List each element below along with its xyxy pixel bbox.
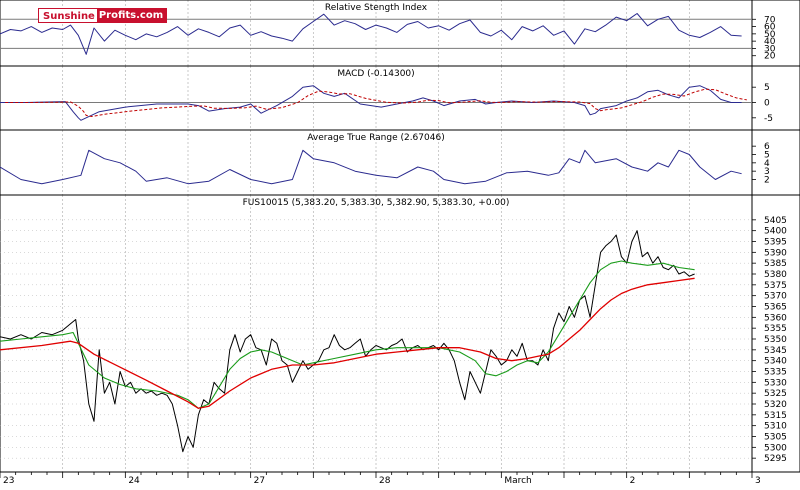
panel-title: Average True Range (2.67046)	[307, 133, 444, 143]
y-tick-label: 5355	[764, 324, 787, 334]
y-tick-label: 2	[764, 176, 770, 186]
y-tick-label: 5350	[764, 335, 787, 345]
y-tick-label: 5340	[764, 357, 787, 367]
y-tick-label: 40	[764, 37, 776, 47]
y-tick-label: 5365	[764, 303, 787, 313]
x-tick-label: March	[504, 476, 531, 486]
y-tick-label: 20	[764, 52, 776, 62]
panel-title: FUS10015 (5,383.20, 5,383.30, 5,382.90, …	[243, 198, 510, 208]
indicator-line-1	[0, 85, 742, 121]
y-tick-label: 6	[764, 142, 770, 152]
series-line-sma_short	[0, 260, 695, 409]
y-tick-label: 5330	[764, 378, 787, 388]
x-tick-label: 2	[630, 476, 636, 486]
y-tick-label: 5375	[764, 281, 787, 291]
y-tick-label: 5300	[764, 443, 787, 453]
y-tick-label: 5390	[764, 248, 787, 258]
y-tick-label: 5	[764, 151, 770, 161]
y-tick-label: 5310	[764, 422, 787, 432]
panel-title: MACD (-0.14300)	[337, 69, 414, 79]
x-tick-label: 24	[128, 476, 140, 486]
y-tick-label: 5325	[764, 389, 787, 399]
y-tick-label: 5380	[764, 270, 787, 280]
y-tick-label: 3	[764, 167, 770, 177]
y-tick-label: 5305	[764, 433, 787, 443]
y-tick-label: 60	[764, 23, 776, 33]
macd-signal-line	[5, 88, 747, 118]
y-tick-label: 5385	[764, 259, 787, 269]
y-tick-label: 5395	[764, 238, 787, 248]
y-tick-label: 5315	[764, 411, 787, 421]
logo-text-sunshine: Sunshine	[38, 8, 97, 23]
x-tick-label: 3	[755, 476, 761, 486]
x-tick-label: 27	[254, 476, 265, 486]
y-tick-label: 50	[764, 30, 776, 40]
y-tick-label: 5295	[764, 454, 787, 464]
panel-frame	[0, 194, 800, 473]
y-tick-label: 5360	[764, 313, 787, 323]
sunshine-profits-logo: Sunshine Profits.com	[38, 8, 168, 23]
y-tick-label: 5400	[764, 227, 787, 237]
indicator-line-0	[0, 13, 742, 55]
logo-text-profits: Profits.com	[96, 8, 168, 23]
y-tick-label: 5335	[764, 368, 787, 378]
y-tick-label: 5405	[764, 216, 787, 226]
panel-title: Relative Stength Index	[325, 3, 428, 13]
y-tick-label: 0	[764, 99, 770, 109]
y-tick-label: 70	[764, 15, 776, 25]
y-tick-label: 5	[764, 83, 770, 93]
x-tick-label: 23	[3, 476, 14, 486]
x-tick-label: 28	[379, 476, 391, 486]
series-line-sma_long	[0, 277, 695, 409]
y-tick-label: 5320	[764, 400, 787, 410]
y-tick-label: 5370	[764, 292, 787, 302]
series-line-price	[0, 230, 695, 453]
indicator-line-2	[0, 149, 742, 185]
y-tick-label: 5345	[764, 346, 787, 356]
y-tick-label: 30	[764, 44, 776, 54]
y-tick-label: -5	[764, 114, 773, 124]
y-tick-label: 4	[764, 159, 770, 169]
